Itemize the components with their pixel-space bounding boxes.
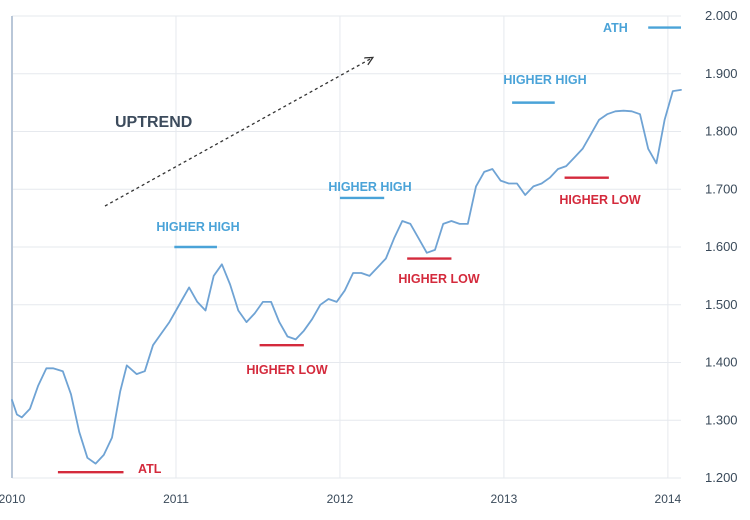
higher-low-2011-label: HIGHER LOW (246, 363, 327, 377)
uptrend-label: UPTREND (115, 114, 192, 131)
higher-low-2013-label: HIGHER LOW (559, 193, 640, 207)
series (11, 89, 682, 465)
trend-arrow (104, 58, 372, 207)
higher-high-2012-label: HIGHER HIGH (328, 180, 411, 194)
axes: 1.200 1.300 1.400 1.500 1.600 1.700 1.800 1.900… (0, 8, 738, 506)
x-tick-label: 2013 (491, 492, 518, 506)
x-tick-label: 2014 (655, 492, 682, 506)
higher-high-2011-label: HIGHER HIGH (156, 220, 239, 234)
y-tick-label: 1.300 (705, 412, 738, 427)
x-tick-label: 2011 (163, 492, 189, 506)
y-tick-label: 1.700 (705, 181, 738, 196)
ath-label: ATH (603, 21, 628, 35)
higher-high-2013-label: HIGHER HIGH (503, 73, 586, 87)
y-tick-label: 2.000 (705, 8, 738, 23)
y-tick-label: 1.800 (705, 124, 738, 139)
grid (11, 15, 681, 479)
price-line (11, 89, 682, 465)
x-tick-label: 2012 (327, 492, 354, 506)
x-tick-label: 2010 (0, 492, 26, 506)
y-tick-label: 1.600 (705, 239, 738, 254)
y-tick-label: 1.500 (705, 297, 738, 312)
higher-low-2012-label: HIGHER LOW (398, 272, 479, 286)
atl-label: ATL (138, 462, 162, 476)
annotations: ATL HIGHER HIGH HIGHER LOW HIGHER HIGH HIGHE… (57, 21, 681, 476)
y-tick-label: 1.400 (705, 355, 738, 370)
y-tick-label: 1.200 (705, 470, 738, 485)
y-tick-label: 1.900 (705, 66, 738, 81)
